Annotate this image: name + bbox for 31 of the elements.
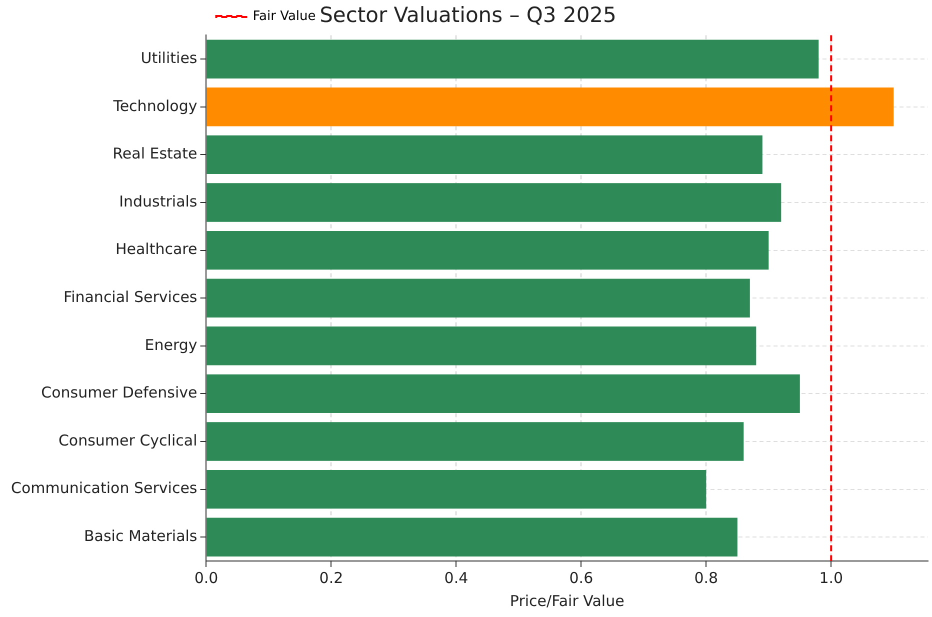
legend-label: Fair Value (252, 8, 316, 24)
y-tick-label: Utilities (140, 48, 198, 67)
y-tick-label: Basic Materials (84, 526, 198, 545)
bar (206, 278, 750, 318)
bar (206, 470, 706, 509)
bar (206, 518, 738, 556)
bar (206, 183, 782, 222)
x-tick-label: 0.6 (569, 568, 594, 587)
bar (206, 40, 819, 78)
y-tick-label: Consumer Defensive (41, 384, 198, 402)
x-tick-label: 0.4 (444, 568, 468, 587)
bar (206, 88, 894, 126)
y-tick-label: Real Estate (112, 144, 198, 163)
bar (206, 374, 800, 414)
y-tick-label: Industrials (119, 192, 198, 210)
y-tick-label: Healthcare (115, 240, 198, 258)
x-axis-title: Price/Fair Value (510, 592, 624, 610)
y-tick-label: Energy (144, 336, 198, 354)
x-tick-label: 0.0 (194, 568, 218, 587)
y-tick-label: Technology (112, 96, 198, 115)
y-tick-label: Consumer Cyclical (58, 431, 198, 450)
y-tick-label: Communication Services (11, 479, 198, 498)
x-tick-label: 0.8 (694, 568, 718, 587)
bar (206, 326, 756, 366)
x-tick-label: 1.0 (819, 568, 844, 587)
chart-title: Sector Valuations – Q3 2025 (320, 3, 616, 28)
bar (206, 230, 769, 270)
x-tick-label: 0.2 (319, 568, 344, 587)
bar (206, 135, 762, 174)
bar (206, 422, 744, 461)
y-tick-label: Financial Services (64, 288, 198, 306)
